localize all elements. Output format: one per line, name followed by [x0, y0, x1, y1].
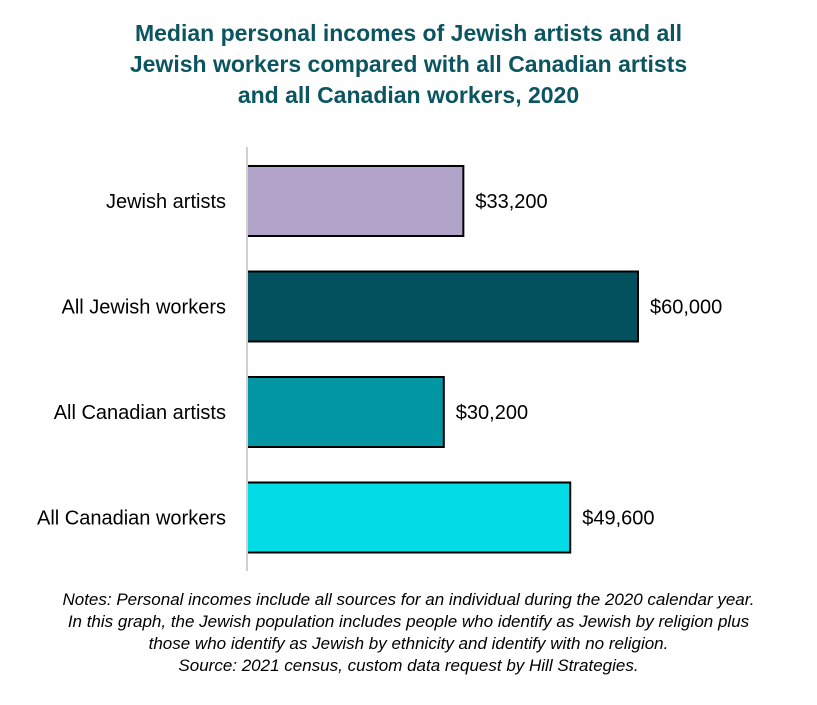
data-label-all-jewish-workers: $60,000	[650, 297, 722, 319]
notes-line-1: Notes: Personal incomes include all sour…	[62, 590, 755, 609]
category-label-all-jewish-workers: All Jewish workers	[62, 297, 226, 319]
category-label-all-canadian-workers: All Canadian workers	[37, 508, 226, 530]
bar-all-canadian-artists	[246, 376, 445, 448]
category-label-all-canadian-artists: All Canadian artists	[54, 402, 226, 424]
notes-line-3: those who identify as Jewish by ethnicit…	[148, 634, 669, 653]
chart-notes: Notes: Personal incomes include all sour…	[0, 589, 817, 677]
bar-jewish-artists	[246, 165, 465, 237]
chart-title: Median personal incomes of Jewish artist…	[0, 18, 817, 111]
category-label-jewish-artists: Jewish artists	[106, 191, 226, 213]
data-label-all-canadian-workers: $49,600	[582, 508, 654, 530]
data-label-jewish-artists: $33,200	[475, 191, 547, 213]
chart-title-line-3: and all Canadian workers, 2020	[237, 82, 580, 108]
bar-all-canadian-workers	[246, 481, 572, 554]
data-label-all-canadian-artists: $30,200	[456, 402, 528, 424]
bar-all-jewish-workers	[246, 270, 639, 343]
chart-title-line-2: Jewish workers compared with all Canadia…	[129, 51, 688, 77]
source-line: Source: 2021 census, custom data request…	[178, 656, 639, 675]
chart-title-line-1: Median personal incomes of Jewish artist…	[134, 20, 683, 46]
notes-line-2: In this graph, the Jewish population inc…	[67, 612, 750, 631]
